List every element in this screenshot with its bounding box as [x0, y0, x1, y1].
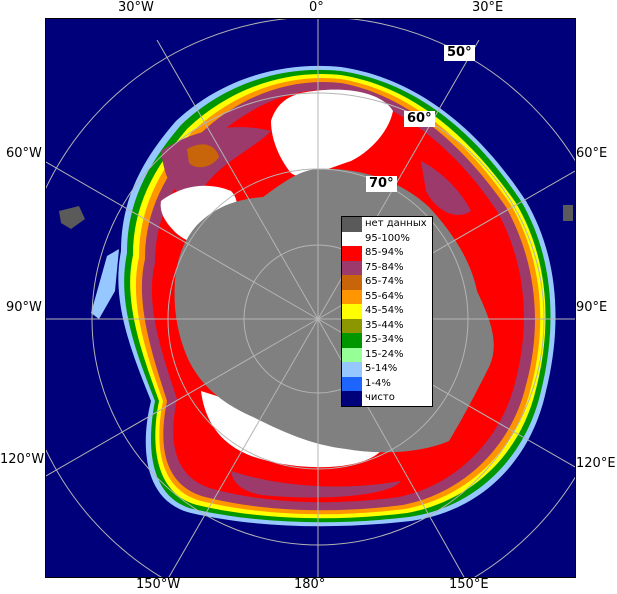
no-data-patch-east: [563, 205, 573, 221]
legend-item: 25-34%: [342, 333, 432, 348]
lon-label-90w: 90°W: [6, 300, 42, 315]
meridian-30w: [156, 39, 319, 320]
legend-item: нет данных: [342, 217, 432, 232]
legend-item: 55-64%: [342, 289, 432, 304]
lon-label-150e: 150°E: [449, 577, 489, 592]
legend-item: 5-14%: [342, 362, 432, 377]
legend-label: нет данных: [365, 218, 427, 229]
lon-label-150w: 150°W: [136, 577, 181, 592]
legend-item: 65-74%: [342, 275, 432, 290]
legend-swatch: [342, 362, 362, 377]
no-data-patch: [59, 206, 85, 229]
legend-swatch: [342, 231, 362, 246]
lon-label-30w: 30°W: [118, 0, 154, 15]
legend-swatch: [342, 318, 362, 333]
legend-item: 85-94%: [342, 246, 432, 261]
ice-patch-65-74: [187, 144, 219, 168]
legend-item: 45-54%: [342, 304, 432, 319]
legend-item: чисто: [342, 391, 432, 406]
lat-label-70: 70°: [366, 176, 397, 192]
legend-item: 75-84%: [342, 260, 432, 275]
legend-label: чисто: [365, 392, 395, 403]
lon-label-120w: 120°W: [0, 452, 45, 467]
legend-label: 95-100%: [365, 232, 410, 244]
lon-label-120e: 120°E: [576, 456, 616, 471]
legend-swatch: [342, 347, 362, 362]
legend-label: 25-34%: [365, 334, 404, 345]
legend-swatch: [342, 217, 362, 232]
map-canvas: [46, 19, 575, 577]
legend-swatch: [342, 376, 362, 391]
legend: нет данных 95-100% 85-94% 75-84% 65-74% 55-64…: [341, 216, 433, 407]
ice-5-14-west-strip: [91, 249, 119, 319]
sea-ice-map: 50° 60° 70°: [45, 18, 576, 578]
ice-patch-75-84-south: [231, 471, 401, 498]
ice-patch-75-84-west: [161, 127, 271, 195]
legend-label: 5-14%: [365, 363, 398, 374]
lon-label-0: 0°: [309, 0, 324, 15]
legend-swatch: [342, 246, 362, 261]
legend-item: 15-24%: [342, 347, 432, 362]
lat-label-60: 60°: [404, 111, 435, 127]
meridian-60w: [46, 161, 319, 320]
legend-swatch: [342, 304, 362, 319]
ice-patch-75-84-east: [421, 161, 471, 215]
legend-item: 1-4%: [342, 376, 432, 391]
lon-label-60e: 60°E: [576, 146, 608, 161]
legend-swatch: [342, 289, 362, 304]
legend-label: 35-44%: [365, 319, 404, 331]
legend-label: 75-84%: [365, 261, 404, 273]
legend-label: 1-4%: [365, 377, 391, 389]
meridian-150w: [168, 318, 319, 577]
lon-label-30e: 30°E: [472, 0, 504, 15]
lon-label-180: 180°: [294, 577, 326, 592]
legend-swatch: [342, 333, 362, 348]
legend-swatch: [342, 275, 362, 290]
legend-label: 15-24%: [365, 348, 404, 360]
legend-swatch: [342, 391, 362, 406]
ice-band-95-100-weddell: [271, 89, 393, 176]
legend-item: 35-44%: [342, 318, 432, 333]
legend-label: 85-94%: [365, 247, 404, 258]
legend-swatch: [342, 260, 362, 275]
legend-label: 65-74%: [365, 276, 404, 287]
lon-label-60w: 60°W: [6, 146, 42, 161]
lon-label-90e: 90°E: [576, 300, 608, 315]
legend-label: 55-64%: [365, 290, 404, 302]
lat-label-50: 50°: [444, 45, 475, 61]
meridian-120w: [46, 318, 319, 477]
legend-label: 45-54%: [365, 305, 404, 316]
legend-item: 95-100%: [342, 231, 432, 246]
